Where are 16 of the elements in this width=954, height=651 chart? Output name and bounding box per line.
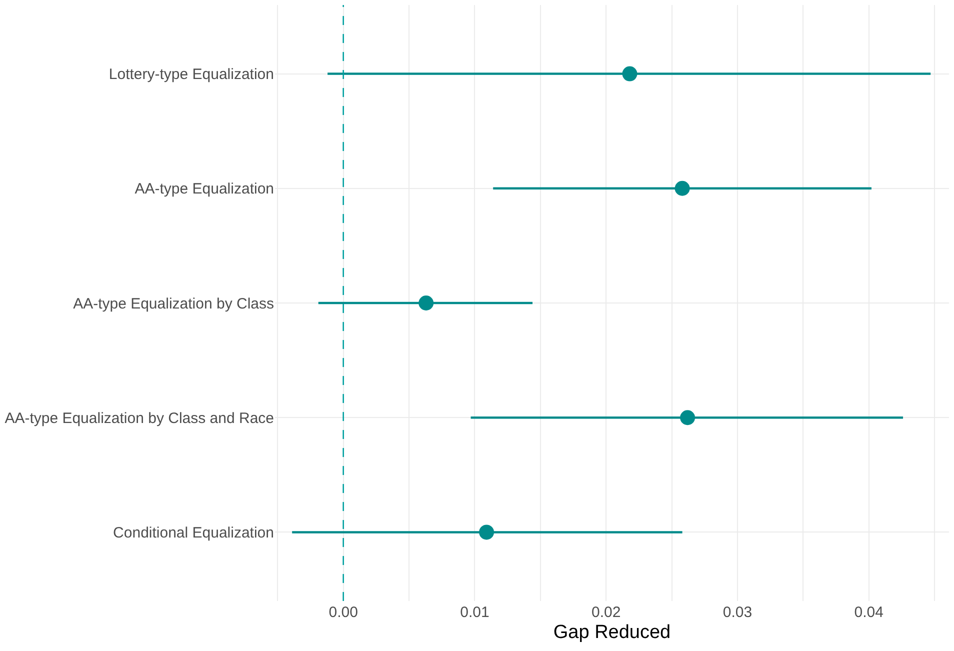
y-tick-label: Conditional Equalization xyxy=(113,524,274,542)
point xyxy=(622,66,638,82)
x-tick-label: 0.04 xyxy=(854,604,884,621)
x-tick-label: 0.00 xyxy=(328,604,358,621)
x-tick-label: 0.02 xyxy=(591,604,621,621)
x-tick-label: 0.01 xyxy=(460,604,490,621)
x-tick-label: 0.03 xyxy=(722,604,752,621)
point xyxy=(479,524,494,540)
point xyxy=(418,296,434,310)
y-tick-label: AA-type Equalization by Class xyxy=(73,295,274,312)
x-axis-title: Gap Reduced xyxy=(553,622,671,643)
y-tick-label: AA-type Equalization xyxy=(134,180,274,198)
y-tick-label: AA-type Equalization by Class and Race xyxy=(4,410,274,427)
point xyxy=(680,410,696,426)
y-tick-label: Lottery-type Equalization xyxy=(108,66,274,84)
point xyxy=(674,180,690,196)
